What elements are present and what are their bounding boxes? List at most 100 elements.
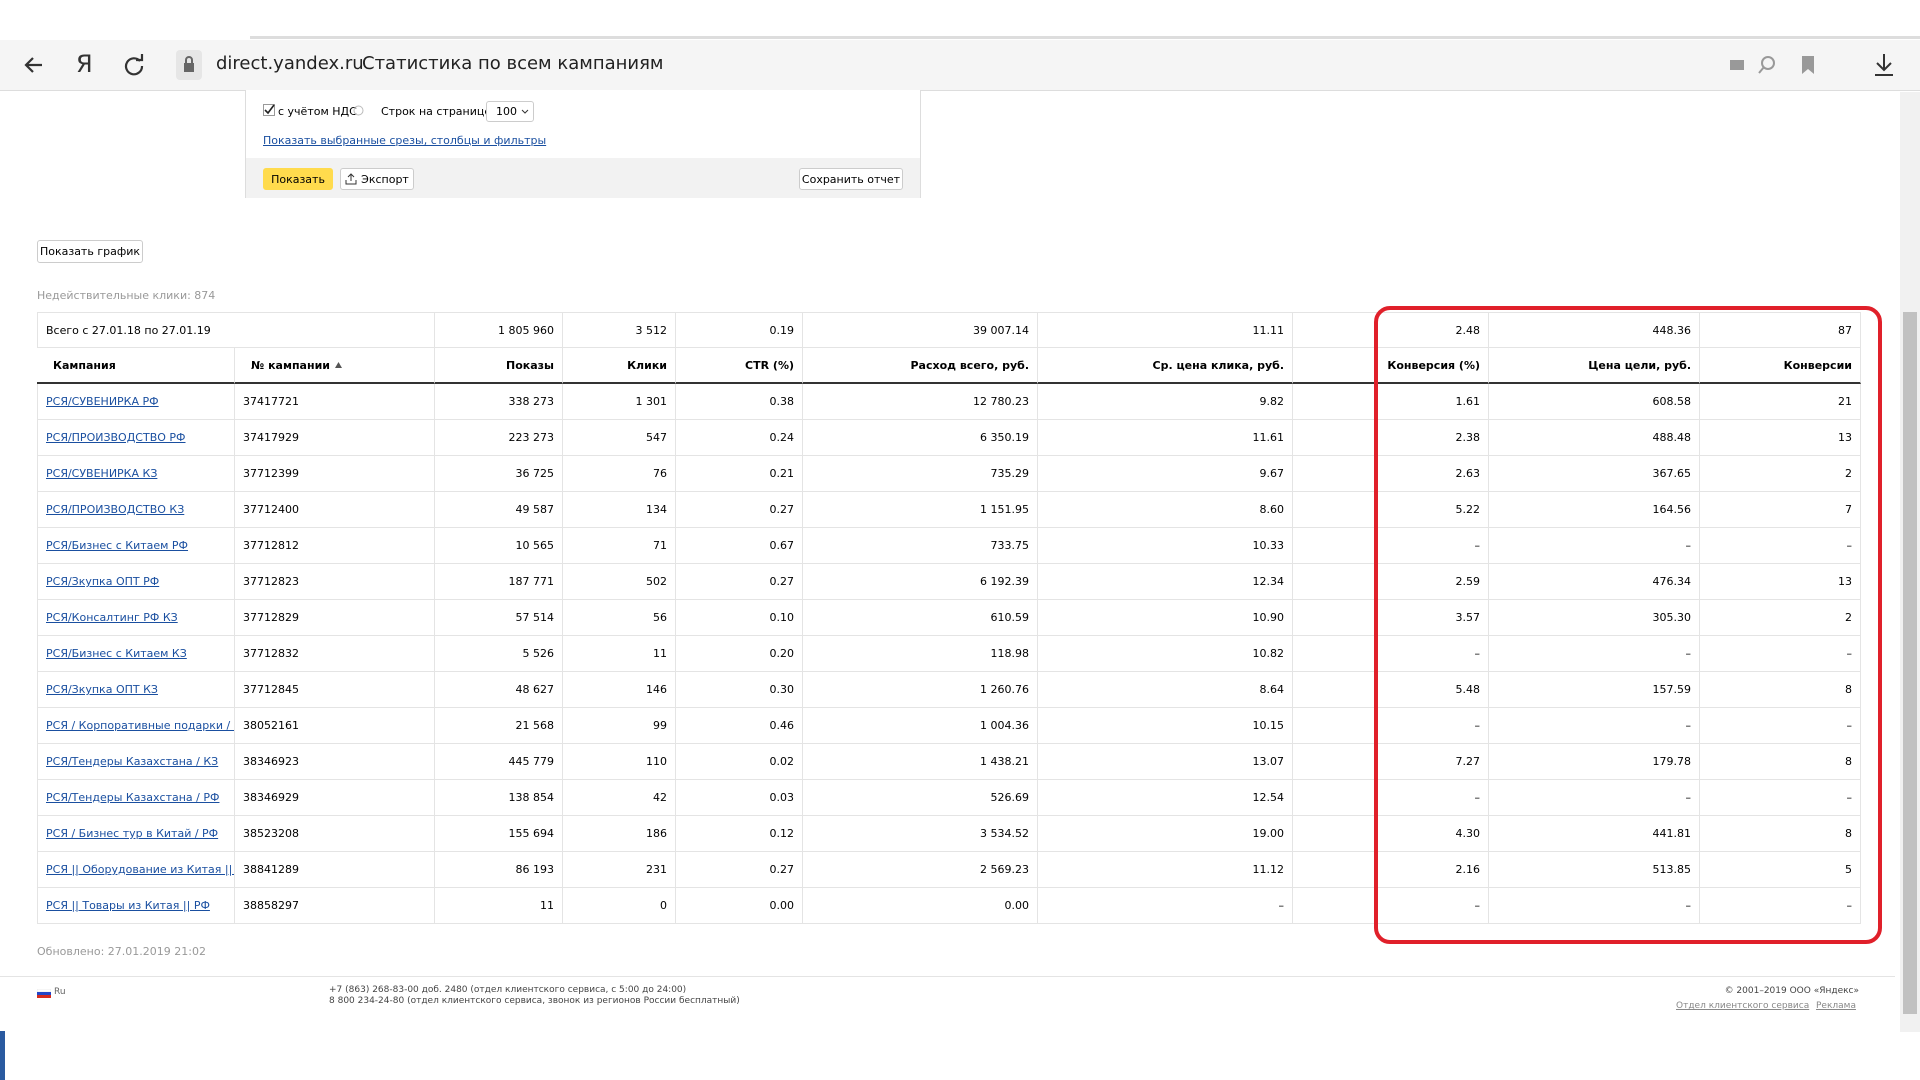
totals-label: Всего с 27.01.18 по 27.01.19 [37, 312, 435, 348]
table-cell: 1 260.76 [803, 672, 1038, 708]
show-button[interactable]: Показать [263, 168, 333, 190]
table-cell: 11 [435, 888, 563, 924]
table-cell: 735.29 [803, 456, 1038, 492]
table-cell: 1 301 [563, 384, 676, 420]
lang[interactable]: Ru [54, 987, 66, 997]
column-header[interactable]: № кампании [235, 348, 435, 384]
table-cell: 8 [1700, 744, 1861, 780]
table-cell: – [1700, 780, 1861, 816]
vat-checkbox[interactable] [263, 104, 275, 116]
campaign-link[interactable]: РСЯ / Бизнес тур в Китай / РФ [37, 816, 235, 852]
table-cell: 2.59 [1293, 564, 1489, 600]
campaign-link[interactable]: РСЯ/Консалтинг РФ КЗ [37, 600, 235, 636]
campaign-link[interactable]: РСЯ/Тендеры Казахстана / КЗ [37, 744, 235, 780]
show-chart-button[interactable]: Показать график [37, 240, 143, 263]
campaign-link[interactable]: РСЯ / Корпоративные подарки / РФ [37, 708, 235, 744]
table-cell: 187 771 [435, 564, 563, 600]
table-cell: 138 854 [435, 780, 563, 816]
column-header[interactable]: Показы [435, 348, 563, 384]
table-cell: 155 694 [435, 816, 563, 852]
campaign-link[interactable]: РСЯ/ПРОИЗВОДСТВО РФ [37, 420, 235, 456]
table-cell: – [1489, 708, 1700, 744]
column-header[interactable]: Клики [563, 348, 676, 384]
scrollbar-thumb[interactable] [1903, 312, 1917, 1014]
filter-panel: с учётом НДС Строк на странице 100 Показ… [245, 90, 921, 198]
table-cell: 134 [563, 492, 676, 528]
table-cell: 2.16 [1293, 852, 1489, 888]
totals-cell: 448.36 [1489, 312, 1700, 348]
download-icon[interactable] [1872, 52, 1896, 78]
table-cell: 157.59 [1489, 672, 1700, 708]
table-cell: 0.02 [676, 744, 803, 780]
column-header[interactable]: Ср. цена клика, руб. [1038, 348, 1293, 384]
table-cell: 38841289 [235, 852, 435, 888]
table-cell: – [1489, 636, 1700, 672]
column-header[interactable]: Конверсии [1700, 348, 1861, 384]
table-cell: 10.15 [1038, 708, 1293, 744]
footer-divider [0, 976, 1895, 977]
show-slices-link[interactable]: Показать выбранные срезы, столбцы и филь… [263, 134, 547, 147]
column-header[interactable]: Конверсия (%) [1293, 348, 1489, 384]
campaign-link[interactable]: РСЯ/ПРОИЗВОДСТВО КЗ [37, 492, 235, 528]
table-cell: – [1700, 708, 1861, 744]
vat-label: с учётом НДС [278, 105, 357, 118]
table-cell: 8.64 [1038, 672, 1293, 708]
table-cell: 0.27 [676, 852, 803, 888]
campaign-link[interactable]: РСЯ/СУВЕНИРКА КЗ [37, 456, 235, 492]
table-cell: 37712812 [235, 528, 435, 564]
campaign-link[interactable]: РСЯ/Зкупка ОПТ РФ [37, 564, 235, 600]
toolbar-icons[interactable] [1728, 54, 1828, 76]
table-cell: 8 [1700, 672, 1861, 708]
table-cell: 12.34 [1038, 564, 1293, 600]
table-cell: 3.57 [1293, 600, 1489, 636]
table-cell: 19.00 [1038, 816, 1293, 852]
back-button[interactable] [22, 54, 46, 76]
table-cell: 2 [1700, 600, 1861, 636]
rows-value: 100 [496, 105, 517, 118]
table-cell: 86 193 [435, 852, 563, 888]
totals-cell: 1 805 960 [435, 312, 563, 348]
url[interactable]: direct.yandex.ru [216, 53, 364, 74]
table-cell: – [1293, 780, 1489, 816]
table-cell: 38523208 [235, 816, 435, 852]
campaign-link[interactable]: РСЯ/СУВЕНИРКА РФ [37, 384, 235, 420]
table-cell: 0.03 [676, 780, 803, 816]
table-cell: 99 [563, 708, 676, 744]
yandex-logo[interactable]: Я [76, 50, 93, 78]
column-header[interactable]: Расход всего, руб. [803, 348, 1038, 384]
scrollbar[interactable] [1900, 92, 1920, 1032]
campaign-link[interactable]: РСЯ/Зкупка ОПТ КЗ [37, 672, 235, 708]
table-cell: 12 780.23 [803, 384, 1038, 420]
ads-link[interactable]: Реклама [1816, 1001, 1856, 1011]
campaign-link[interactable]: РСЯ/Тендеры Казахстана / РФ [37, 780, 235, 816]
table-cell: 0.27 [676, 492, 803, 528]
campaign-link[interactable]: РСЯ/Бизнес с Китаем КЗ [37, 636, 235, 672]
table-cell: 36 725 [435, 456, 563, 492]
table-cell: 526.69 [803, 780, 1038, 816]
export-button[interactable]: Экспорт [340, 168, 414, 190]
taskbar-edge [0, 1031, 5, 1080]
table-cell: 502 [563, 564, 676, 600]
help-icon[interactable] [353, 105, 364, 116]
invalid-clicks: Недействительные клики: 874 [37, 289, 216, 302]
table-cell: 37712829 [235, 600, 435, 636]
campaign-link[interactable]: РСЯ || Товары из Китая || РФ [37, 888, 235, 924]
column-header[interactable]: Кампания [37, 348, 235, 384]
service-link[interactable]: Отдел клиентского сервиса [1676, 1001, 1810, 1011]
table-cell: 2 569.23 [803, 852, 1038, 888]
rows-select[interactable]: 100 [486, 101, 534, 122]
table-cell: 38346929 [235, 780, 435, 816]
campaign-link[interactable]: РСЯ || Оборудование из Китая || РФ [37, 852, 235, 888]
reload-button[interactable] [122, 53, 146, 77]
table-cell: 2.38 [1293, 420, 1489, 456]
column-header[interactable]: Цена цели, руб. [1489, 348, 1700, 384]
table-cell: – [1293, 708, 1489, 744]
campaign-link[interactable]: РСЯ/Бизнес с Китаем РФ [37, 528, 235, 564]
updated: Обновлено: 27.01.2019 21:02 [37, 945, 206, 958]
column-header[interactable]: CTR (%) [676, 348, 803, 384]
table-cell: 42 [563, 780, 676, 816]
save-button[interactable]: Сохранить отчет [799, 168, 903, 190]
table-cell: 5 526 [435, 636, 563, 672]
table-cell: 10.90 [1038, 600, 1293, 636]
